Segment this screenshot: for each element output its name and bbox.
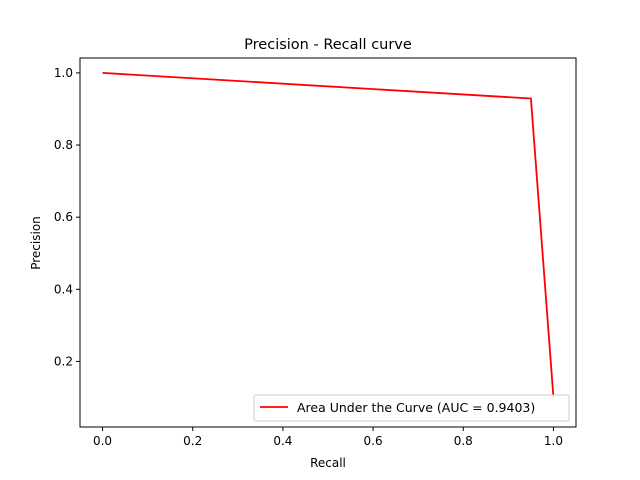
x-tick-label: 0.4 bbox=[273, 434, 292, 448]
x-tick-label: 0.6 bbox=[364, 434, 383, 448]
legend-box bbox=[253, 394, 570, 422]
chart-title: Precision - Recall curve bbox=[244, 37, 412, 53]
plot-frame bbox=[79, 57, 577, 428]
legend-entry-label: Area Under the Curve (AUC = 0.9403) bbox=[297, 400, 535, 415]
y-tick-label: 1.0 bbox=[54, 66, 73, 80]
y-tick-label: 0.4 bbox=[54, 282, 73, 296]
series-line-0 bbox=[102, 72, 555, 398]
y-tick-label: 0.6 bbox=[54, 210, 73, 224]
y-axis-ticks: 0.2 0.4 0.6 0.8 1.0 bbox=[54, 66, 80, 368]
y-axis-label: Precision bbox=[29, 216, 43, 270]
legend: Area Under the Curve (AUC = 0.9403) bbox=[253, 394, 570, 422]
x-axis-ticks: 0.0 0.2 0.4 0.6 0.8 1.0 bbox=[93, 427, 563, 448]
y-tick-label: 0.8 bbox=[54, 138, 73, 152]
x-axis-label: Recall bbox=[310, 456, 346, 470]
x-tick-label: 0.0 bbox=[93, 434, 112, 448]
x-tick-label: 1.0 bbox=[544, 434, 563, 448]
plot-area bbox=[80, 58, 576, 427]
x-tick-label: 0.2 bbox=[183, 434, 202, 448]
y-tick-label: 0.2 bbox=[54, 354, 73, 368]
x-tick-label: 0.8 bbox=[454, 434, 473, 448]
series-layer bbox=[102, 72, 555, 398]
